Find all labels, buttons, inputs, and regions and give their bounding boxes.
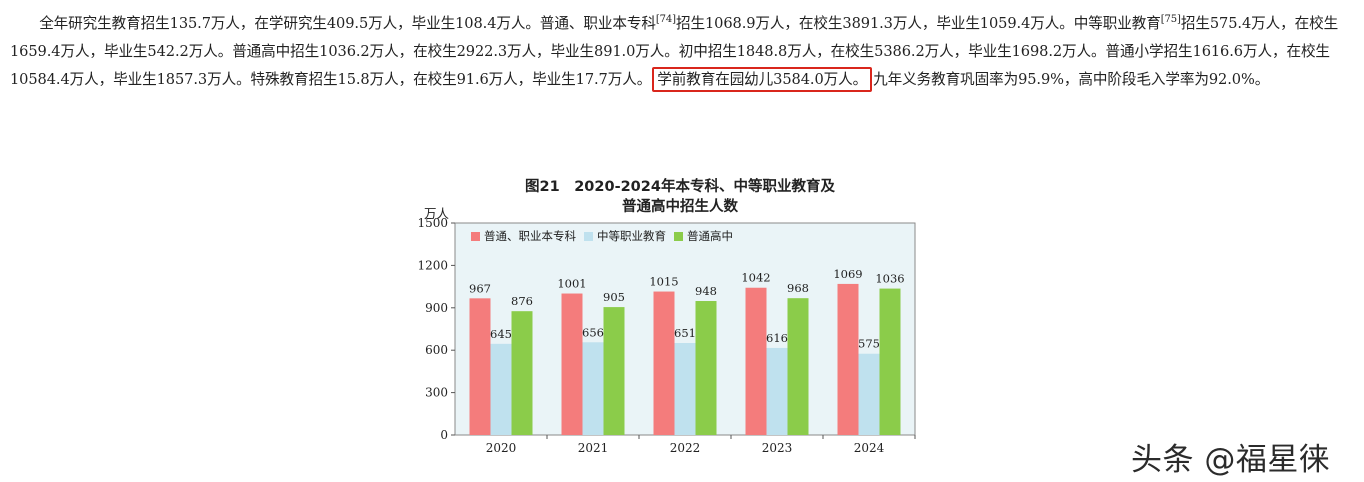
bar	[879, 288, 901, 435]
bar-chart: 0 300 600 900 1200 1500 2020 967 645 876 2021 1001 6…	[417, 216, 916, 455]
bar	[674, 342, 696, 435]
bar-value-label: 1042	[741, 271, 770, 285]
legend-swatch	[584, 232, 593, 241]
bar-value-label: 905	[603, 290, 625, 304]
legend-swatch	[674, 232, 683, 241]
figure-title-line2: 普通高中招生人数	[622, 199, 738, 215]
legend-swatch	[471, 232, 480, 241]
bar	[787, 298, 809, 435]
watermark: 头条 @福星徕	[1131, 442, 1331, 478]
x-tick-label: 2021	[578, 441, 609, 455]
article-text: 全年研究生教育招生135.7万人，在学研究生409.5万人，毕业生108.4万人…	[10, 10, 1340, 94]
bar	[745, 287, 767, 435]
bar-value-label: 651	[674, 326, 696, 340]
y-axis-unit: 万人	[424, 206, 450, 221]
bar	[603, 307, 625, 435]
footnote-75[interactable]: [75]	[1160, 14, 1181, 25]
bar	[858, 353, 880, 435]
figure-title: 图21 2020-2024年本专科、中等职业教育及 普通高中招生人数	[400, 177, 960, 217]
legend-label: 中等职业教育	[597, 229, 666, 243]
bar	[561, 293, 583, 435]
bar	[582, 342, 604, 435]
bar-value-label: 645	[490, 327, 512, 341]
x-tick-label: 2020	[486, 441, 517, 455]
highlighted-preschool-sentence: 学前教育在园幼儿3584.0万人。	[652, 67, 873, 92]
bar	[695, 301, 717, 435]
x-tick-label: 2022	[670, 441, 701, 455]
bar-value-label: 656	[582, 325, 604, 339]
bar-value-label: 948	[695, 284, 717, 298]
text-span: 九年义务教育巩固率为95.9%，高中阶段毛入学率为92.0%。	[873, 71, 1270, 88]
bar	[490, 343, 512, 435]
y-tick-label: 1500	[417, 216, 448, 230]
bar	[511, 311, 533, 435]
y-tick-label: 0	[440, 428, 448, 442]
text-span: 招生1068.9万人，在校生3891.3万人，毕业生1059.4万人。中等职业教…	[675, 15, 1161, 32]
bar-value-label: 1036	[875, 272, 904, 286]
y-tick-label: 1200	[417, 258, 448, 272]
bar-value-label: 1015	[649, 275, 678, 289]
figure-title-line1: 图21 2020-2024年本专科、中等职业教育及	[525, 179, 835, 195]
text-span: 招生575.4万人，在校生1659.4万人，毕业生542.2万人。普通高中招生1…	[10, 15, 1339, 88]
bar	[837, 283, 859, 435]
legend-label: 普通高中	[687, 229, 733, 243]
article-paragraph: 全年研究生教育招生135.7万人，在学研究生409.5万人，毕业生108.4万人…	[10, 10, 1340, 94]
bar-value-label: 968	[787, 281, 809, 295]
bar-value-label: 575	[858, 337, 880, 351]
y-tick-label: 300	[425, 386, 448, 400]
footnote-74[interactable]: [74]	[655, 14, 676, 25]
x-tick-label: 2023	[762, 441, 793, 455]
y-tick-label: 900	[425, 301, 448, 315]
bar-value-label: 876	[511, 294, 533, 308]
y-tick-label: 600	[425, 343, 448, 357]
bar	[653, 291, 675, 435]
legend-label: 普通、职业本专科	[484, 229, 576, 243]
bar	[469, 298, 491, 435]
bar-value-label: 616	[766, 331, 788, 345]
bar	[766, 347, 788, 435]
bar-value-label: 1001	[557, 277, 586, 291]
bar-value-label: 1069	[833, 267, 862, 281]
bar-value-label: 967	[469, 281, 491, 295]
x-tick-label: 2024	[854, 441, 885, 455]
text-span: 全年研究生教育招生135.7万人，在学研究生409.5万人，毕业生108.4万人…	[39, 15, 656, 32]
